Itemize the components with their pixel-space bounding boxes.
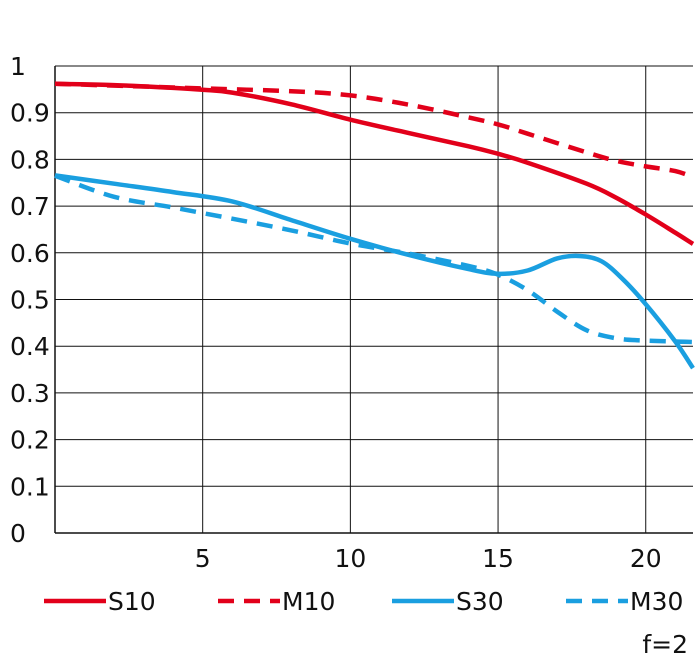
y-tick-label: 1 — [10, 52, 26, 81]
plot-frame — [54, 66, 693, 534]
y-tick-label: 0 — [10, 519, 26, 548]
y-tick-label: 0.8 — [10, 145, 50, 174]
x-axis-ticks: 5 10 15 20 — [195, 544, 662, 573]
series-line-m30 — [54, 173, 694, 345]
y-tick-label: 0.6 — [10, 239, 50, 268]
y-tick-label: 0.1 — [10, 472, 50, 501]
y-tick-label: 0.7 — [10, 192, 50, 221]
legend-label-m10: M10 — [282, 587, 335, 616]
x-tick-label: 5 — [195, 544, 211, 573]
x-tick-label: 10 — [334, 544, 366, 573]
series-line-m10 — [54, 81, 694, 180]
y-tick-label: 0.9 — [10, 99, 50, 128]
y-tick-label: 0.5 — [10, 286, 50, 315]
series-line-s10 — [54, 81, 695, 246]
aperture-note: f=2 — [642, 630, 688, 659]
legend-label-s30: S30 — [456, 587, 504, 616]
series-line-s30 — [54, 173, 695, 370]
grid-lines — [55, 65, 693, 534]
legend: S10 M10 S30 M30 — [44, 587, 683, 616]
y-axis-ticks: 0 0.1 0.2 0.3 0.4 0.5 0.6 0.7 0.8 0.9 1 — [10, 52, 50, 548]
x-tick-label: 15 — [482, 544, 514, 573]
series-layer — [54, 81, 695, 370]
y-tick-label: 0.3 — [10, 379, 50, 408]
y-tick-label: 0.2 — [10, 426, 50, 455]
y-tick-label: 0.4 — [10, 332, 50, 361]
x-tick-label: 20 — [630, 544, 662, 573]
legend-label-s10: S10 — [108, 587, 156, 616]
legend-label-m30: M30 — [630, 587, 683, 616]
